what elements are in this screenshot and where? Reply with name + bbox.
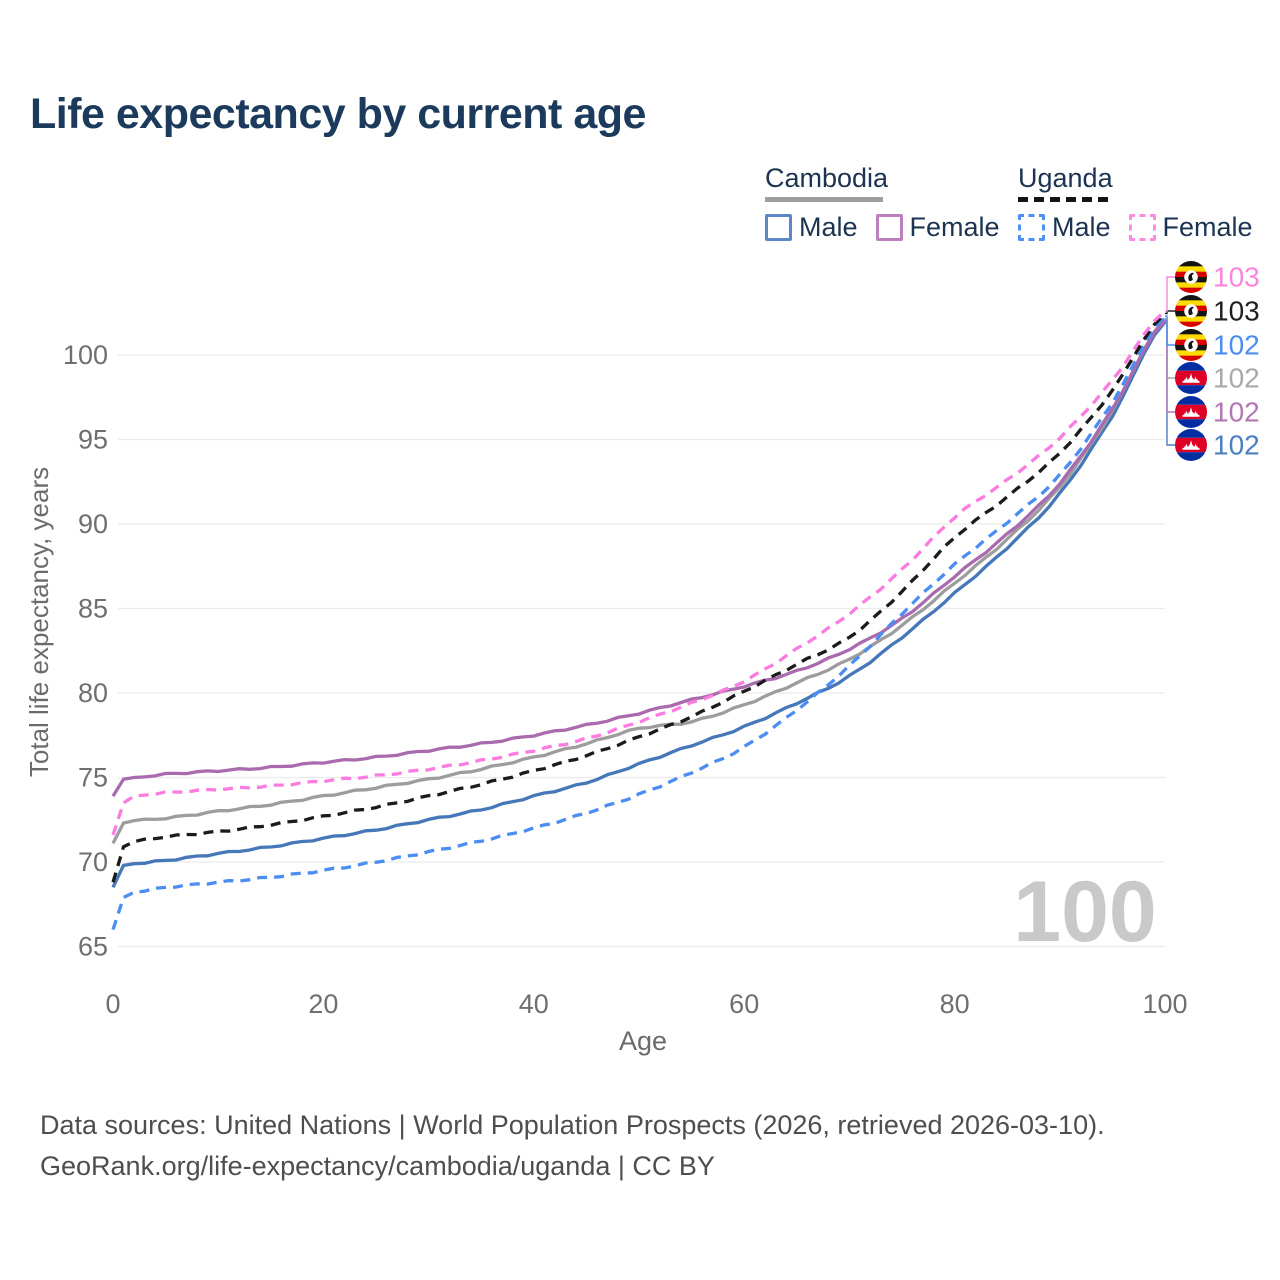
y-tick-label: 80 — [78, 678, 108, 708]
x-tick-label: 40 — [519, 989, 549, 1019]
end-label-leader — [1165, 310, 1175, 315]
y-axis-title: Total life expectancy, years — [24, 467, 54, 777]
series-line-uganda-male — [111, 315, 1167, 931]
y-tick-label: 95 — [78, 425, 108, 455]
y-tick-label: 90 — [78, 509, 108, 539]
age-watermark: 100 — [1013, 864, 1157, 960]
cambodia-flag-icon — [1175, 396, 1207, 428]
uganda-dashed-line-sample — [1018, 197, 1108, 202]
gridlines — [118, 354, 1165, 948]
legend-checkbox-uganda-male[interactable] — [1018, 214, 1045, 241]
series-line-cambodia-male — [111, 320, 1167, 889]
end-label-value-uganda-female: 103 — [1213, 262, 1260, 293]
uganda-flag-icon — [1175, 295, 1207, 327]
cambodia-flag-icon — [1175, 429, 1207, 461]
end-label-value-uganda-total: 103 — [1213, 296, 1260, 327]
legend-label-uganda-male: Male — [1052, 212, 1111, 242]
series-lines — [111, 309, 1167, 931]
end-label-leader — [1165, 276, 1175, 312]
end-label-value-uganda-male: 102 — [1213, 330, 1260, 361]
legend-label-uganda-female: Female — [1162, 212, 1253, 242]
legend-country-label-cambodia: Cambodia — [765, 163, 889, 193]
data-sources-line: Data sources: United Nations | World Pop… — [40, 1110, 1105, 1140]
end-label-value-cambodia-male: 102 — [1213, 430, 1260, 461]
y-tick-label: 75 — [78, 763, 108, 793]
x-tick-label: 60 — [729, 989, 759, 1019]
x-tick-label: 20 — [308, 989, 338, 1019]
x-tick-label: 0 — [105, 989, 120, 1019]
legend-checkbox-cambodia-male[interactable] — [765, 214, 792, 241]
series-line-cambodia-total — [111, 317, 1167, 845]
uganda-flag-icon — [1175, 261, 1207, 293]
y-tick-label: 65 — [78, 932, 108, 962]
y-tick-label: 100 — [63, 340, 108, 370]
cambodia-flag-icon — [1175, 362, 1207, 394]
end-label-value-cambodia-female: 102 — [1213, 397, 1260, 428]
series-line-cambodia-female — [111, 319, 1167, 797]
attribution-line: GeoRank.org/life-expectancy/cambodia/uga… — [40, 1151, 715, 1181]
uganda-flag-icon — [1175, 329, 1207, 361]
legend-country-label-uganda: Uganda — [1018, 163, 1113, 193]
y-tick-label: 85 — [78, 594, 108, 624]
series-line-uganda-female — [111, 309, 1167, 836]
legend-checkbox-cambodia-female[interactable] — [875, 214, 903, 241]
x-tick-label: 100 — [1142, 989, 1187, 1019]
end-label-leader — [1165, 315, 1175, 346]
x-axis-title: Age — [619, 1026, 667, 1056]
cambodia-solid-line-sample — [765, 197, 883, 202]
x-tick-label: 80 — [940, 989, 970, 1019]
y-tick-label: 70 — [78, 847, 108, 877]
legend-label-cambodia-male: Male — [799, 212, 858, 242]
end-label-value-cambodia-total: 102 — [1213, 363, 1260, 394]
legend-checkbox-uganda-female[interactable] — [1128, 214, 1156, 241]
legend-group-cambodia: Cambodia Male Female — [765, 163, 1018, 243]
legend-label-cambodia-female: Female — [909, 212, 1000, 242]
series-line-uganda-total — [111, 312, 1167, 883]
chart-footer: Data sources: United Nations | World Pop… — [40, 1105, 1105, 1187]
legend-group-uganda: Uganda Male Female — [1018, 163, 1271, 243]
page-title: Life expectancy by current age — [30, 90, 646, 138]
end-label-leader — [1165, 319, 1175, 413]
